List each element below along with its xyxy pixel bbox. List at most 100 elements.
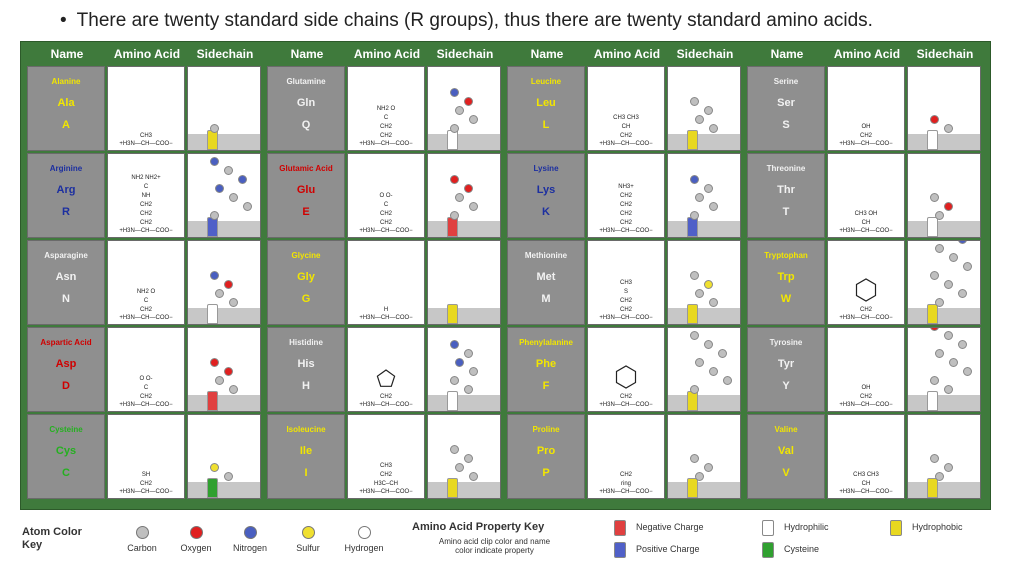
sidechain-base [908,221,980,237]
sulfur-atom-swatch [301,526,315,539]
amino-acid-name-cell: Tryptophan Trp W [747,240,825,325]
carbon-atom [949,358,958,367]
carbon-atom [229,385,238,394]
carbon-atom [944,280,953,289]
svg-text:CH2: CH2 [380,211,393,217]
svg-text:OH: OH [862,385,871,391]
carbon-atom [469,115,478,124]
property-key-label: Negative Charge [636,522,704,532]
nitrogen-atom [690,175,699,184]
amino-acid-abbr: Ser [777,97,795,109]
header-sidechain: Sidechain [196,47,254,61]
backbone-formula: +H3N—CH—COO− [359,141,413,147]
structure-formula: +H3N—CH—COO− CH2 [599,365,653,408]
amino-acid-abbr: Pro [536,445,556,457]
oxygen-atom [224,367,233,376]
sidechain-base [188,308,260,324]
property-clip [207,478,218,498]
amino-acid-abbr: Ala [57,97,75,109]
structure-formula: +H3N—CH—COO− CH2 CH2 CH2 NH C NH2 NH2+ [119,175,173,234]
carbon-atom-swatch [135,526,149,539]
nitrogen-atom [958,241,967,244]
property-clip [927,478,938,498]
amino-acid-abbr: Leu [536,97,556,109]
header-sidechain: Sidechain [436,47,494,61]
amino-acid-abbr: Glu [296,184,316,196]
amino-acid-letter: T [782,206,790,218]
carbon-atom [963,262,972,271]
structure-formula: +H3N—CH—COO− H3C–CH CH2 CH3 [359,463,413,495]
sidechain-cell [907,153,981,238]
carbon-atom [704,106,713,115]
structure-formula: +H3N—CH—COO− CH2 CH2 S CH3 [599,280,653,321]
amino-acid-name-cell: Proline Pro P [507,414,585,499]
svg-text:CH2: CH2 [860,133,873,139]
structure-cell: +H3N—CH—COO− CH2 OH [827,327,905,412]
atom-key-label: Oxygen [180,543,212,553]
sidechain-cell [427,414,501,499]
svg-text:S: S [624,289,628,295]
svg-text:C: C [144,298,149,304]
property-clip [447,217,458,237]
sidechain-cell [667,240,741,325]
sidechain-base [908,395,980,411]
amino-acid-letter: S [782,119,790,131]
amino-acid-name: Serine [773,77,799,86]
amino-acid-name-cell: Threonine Thr T [747,153,825,238]
nitrogen-atom [238,175,247,184]
amino-acid-letter: F [542,380,550,392]
carbon-atom [935,349,944,358]
amino-acid-name-cell: Valine Val V [747,414,825,499]
sidechain-cell [427,153,501,238]
svg-text:CH2: CH2 [140,481,153,487]
svg-text:CH2: CH2 [620,394,633,400]
nitrogen-atom-swatch [243,526,257,539]
svg-text:CH2: CH2 [860,394,873,400]
svg-text:CH2: CH2 [620,133,633,139]
carbon-atom [695,289,704,298]
sidechain-cell [187,414,261,499]
amino-acid-letter: M [541,293,551,305]
svg-text:NH3+: NH3+ [618,184,634,190]
svg-text:CH2: CH2 [140,307,153,313]
sidechain-cell [907,327,981,412]
atom-key-label: Sulfur [296,543,320,553]
atom-key-item: Carbon [118,526,166,553]
sidechain-cell [427,240,501,325]
amino-acid-letter: E [302,206,310,218]
amino-acid-name: Arginine [49,164,83,173]
sidechain-cell [667,66,741,151]
amino-acid-name: Glycine [291,251,321,260]
atom-key-item: Hydrogen [340,526,388,553]
carbon-atom [215,376,224,385]
atom-key-item: Sulfur [284,526,332,553]
amino-acid-name: Leucine [530,77,562,86]
structure-cell: +H3N—CH—COO− H [347,240,425,325]
carbon-atom [464,454,473,463]
structure-cell: +H3N—CH—COO− CH2 CH2 C NH2 O [347,66,425,151]
svg-text:H: H [384,307,388,313]
nitrogen-atom [450,340,459,349]
sidechain-base [188,395,260,411]
nitrogen-atom [455,358,464,367]
amino-acid-name: Phenylalanine [519,338,573,347]
property-clip [207,304,218,324]
amino-acid-letter: D [62,380,70,392]
amino-acid-name-cell: Leucine Leu L [507,66,585,151]
sidechain-base [908,134,980,150]
carbon-atom [455,193,464,202]
backbone-formula: +H3N—CH—COO− [599,315,653,321]
property-key-title: Amino Acid Property Key [412,521,545,533]
amino-acid-letter: C [62,467,70,479]
sidechain-cell [907,240,981,325]
amino-acid-name-cell: Tyrosine Tyr Y [747,327,825,412]
amino-acid-chart: Name Amino Acid Sidechain Name Amino Acid Sid… [20,41,991,510]
atom-key-label: Carbon [127,543,157,553]
svg-text:CH3: CH3 [140,133,153,139]
amino-acid-name: Lysine [533,164,559,173]
amino-acid-abbr: Met [536,271,556,283]
sidechain-cell [187,153,261,238]
backbone-formula: +H3N—CH—COO− [119,315,173,321]
amino-acid-abbr: Gln [296,97,316,109]
carbon-atom [469,367,478,376]
